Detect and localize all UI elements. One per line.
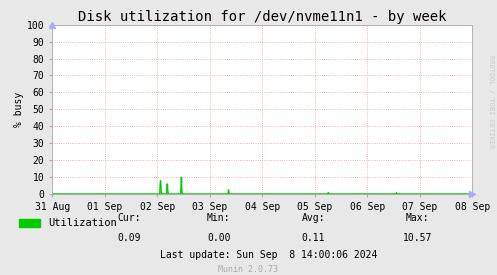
Text: 10.57: 10.57: [403, 233, 432, 243]
Text: Munin 2.0.73: Munin 2.0.73: [219, 265, 278, 274]
Text: RRDTOOL / TOBI OETIKER: RRDTOOL / TOBI OETIKER: [488, 55, 494, 148]
Text: Last update: Sun Sep  8 14:00:06 2024: Last update: Sun Sep 8 14:00:06 2024: [160, 251, 377, 260]
Y-axis label: % busy: % busy: [14, 92, 24, 127]
Text: Cur:: Cur:: [117, 213, 141, 223]
Title: Disk utilization for /dev/nvme11n1 - by week: Disk utilization for /dev/nvme11n1 - by …: [78, 10, 446, 24]
Text: 0.11: 0.11: [301, 233, 325, 243]
Legend: Utilization: Utilization: [15, 214, 121, 233]
Text: 0.09: 0.09: [117, 233, 141, 243]
Text: Max:: Max:: [406, 213, 429, 223]
Text: 0.00: 0.00: [207, 233, 231, 243]
Text: Min:: Min:: [207, 213, 231, 223]
Text: Avg:: Avg:: [301, 213, 325, 223]
